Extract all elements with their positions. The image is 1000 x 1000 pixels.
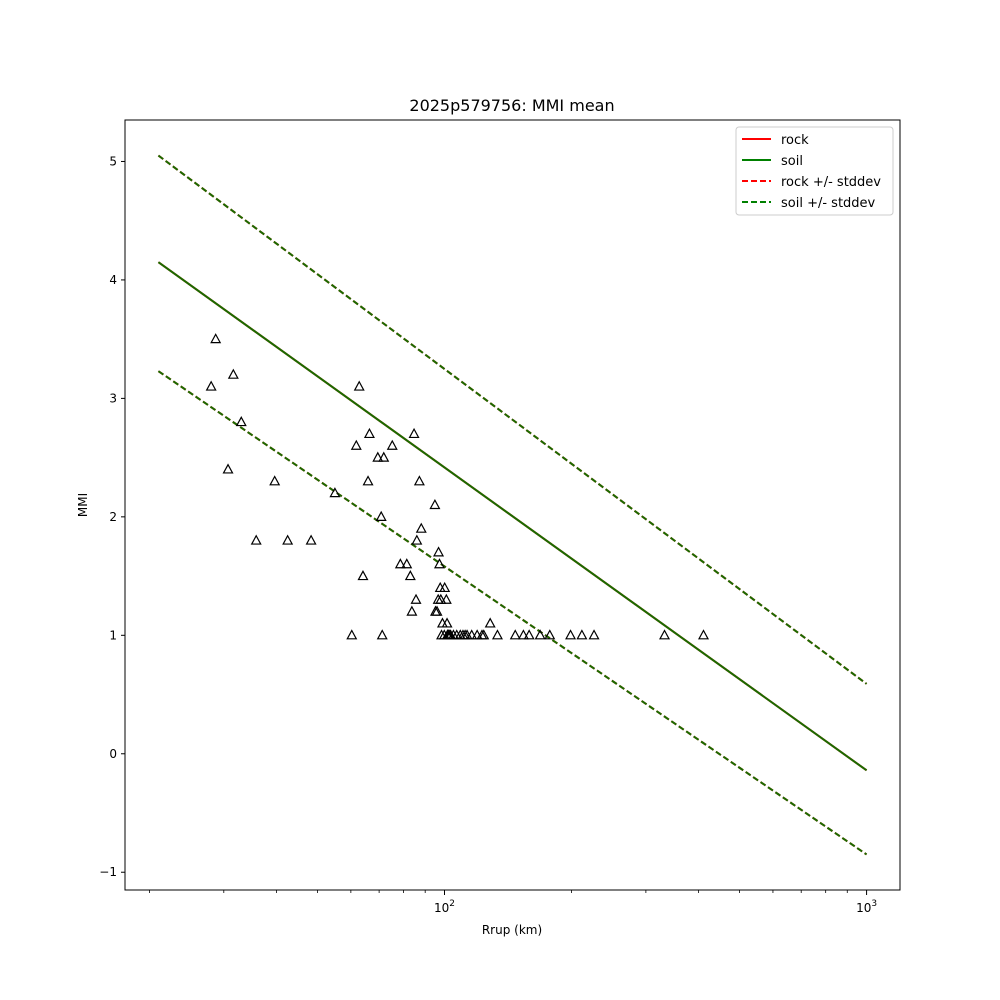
data-point: [269, 475, 281, 486]
data-point: [534, 629, 546, 640]
plot-frame: [124, 119, 901, 891]
y-tick-label: 3: [109, 391, 117, 405]
x-axis-title: Rrup (km): [482, 923, 542, 937]
x-tick-label: 103: [856, 899, 877, 915]
data-point: [282, 534, 294, 545]
data-point: [415, 522, 427, 533]
data-point: [429, 498, 441, 510]
data-point: [378, 451, 390, 462]
data-point: [413, 475, 425, 486]
data-point: [394, 558, 406, 569]
y-tick-label: 5: [109, 154, 117, 168]
y-tick-label: 4: [109, 273, 117, 287]
data-point: [210, 333, 222, 344]
data-point: [350, 439, 362, 450]
y-tick-label: 0: [109, 747, 117, 761]
series-line-soil-stddev: [157, 370, 868, 856]
data-point: [235, 416, 247, 427]
data-point: [353, 380, 365, 391]
data-point: [362, 475, 374, 486]
legend-label: soil +/- stddev: [781, 196, 876, 211]
data-point: [484, 617, 496, 628]
data-point: [205, 380, 217, 391]
y-tick-label: 2: [109, 510, 117, 524]
series-line-soil: [157, 261, 868, 772]
data-point: [433, 546, 445, 557]
data-point: [491, 629, 503, 640]
data-point: [222, 463, 234, 474]
data-point: [250, 534, 262, 545]
data-point: [401, 558, 413, 569]
data-point: [440, 593, 452, 604]
y-tick-label: 1: [109, 628, 117, 642]
data-point: [410, 593, 422, 604]
data-point: [565, 629, 577, 640]
data-point: [227, 368, 239, 379]
data-point: [517, 629, 529, 640]
data-point: [433, 558, 445, 569]
data-point: [386, 439, 398, 450]
data-point: [406, 605, 418, 616]
data-point: [435, 593, 447, 604]
data-point: [441, 617, 453, 628]
legend-box: [735, 126, 894, 216]
data-point: [659, 629, 671, 640]
legend: rock soil rock +/- stddev soil +/- stddev: [735, 126, 894, 216]
data-point: [576, 629, 588, 640]
data-point: [329, 487, 341, 498]
data-point: [439, 581, 451, 593]
data-point: [544, 629, 556, 640]
data-point: [408, 427, 420, 439]
data-point: [588, 629, 600, 640]
data-point: [363, 427, 375, 439]
data-point: [357, 570, 369, 581]
legend-label: rock +/- stddev: [781, 175, 881, 190]
data-point: [305, 534, 317, 545]
data-point: [376, 629, 388, 640]
data-point: [346, 629, 358, 640]
data-point: [697, 629, 710, 640]
data-point: [523, 629, 535, 640]
data-point: [431, 605, 443, 616]
data-point: [375, 510, 387, 521]
legend-label: rock: [781, 133, 809, 148]
data-point: [478, 629, 490, 640]
data-point: [372, 451, 384, 462]
y-axis-title: MMI: [76, 493, 90, 517]
chart-title: 2025p579756: MMI mean: [409, 96, 614, 115]
series-line-soil-stddev: [157, 154, 868, 685]
data-point: [411, 534, 423, 545]
data-point: [466, 629, 478, 640]
x-tick-label: 102: [434, 899, 455, 915]
data-point: [509, 629, 521, 640]
data-point: [404, 570, 416, 581]
legend-label: soil: [781, 154, 803, 169]
y-tick-label: −1: [99, 865, 117, 879]
